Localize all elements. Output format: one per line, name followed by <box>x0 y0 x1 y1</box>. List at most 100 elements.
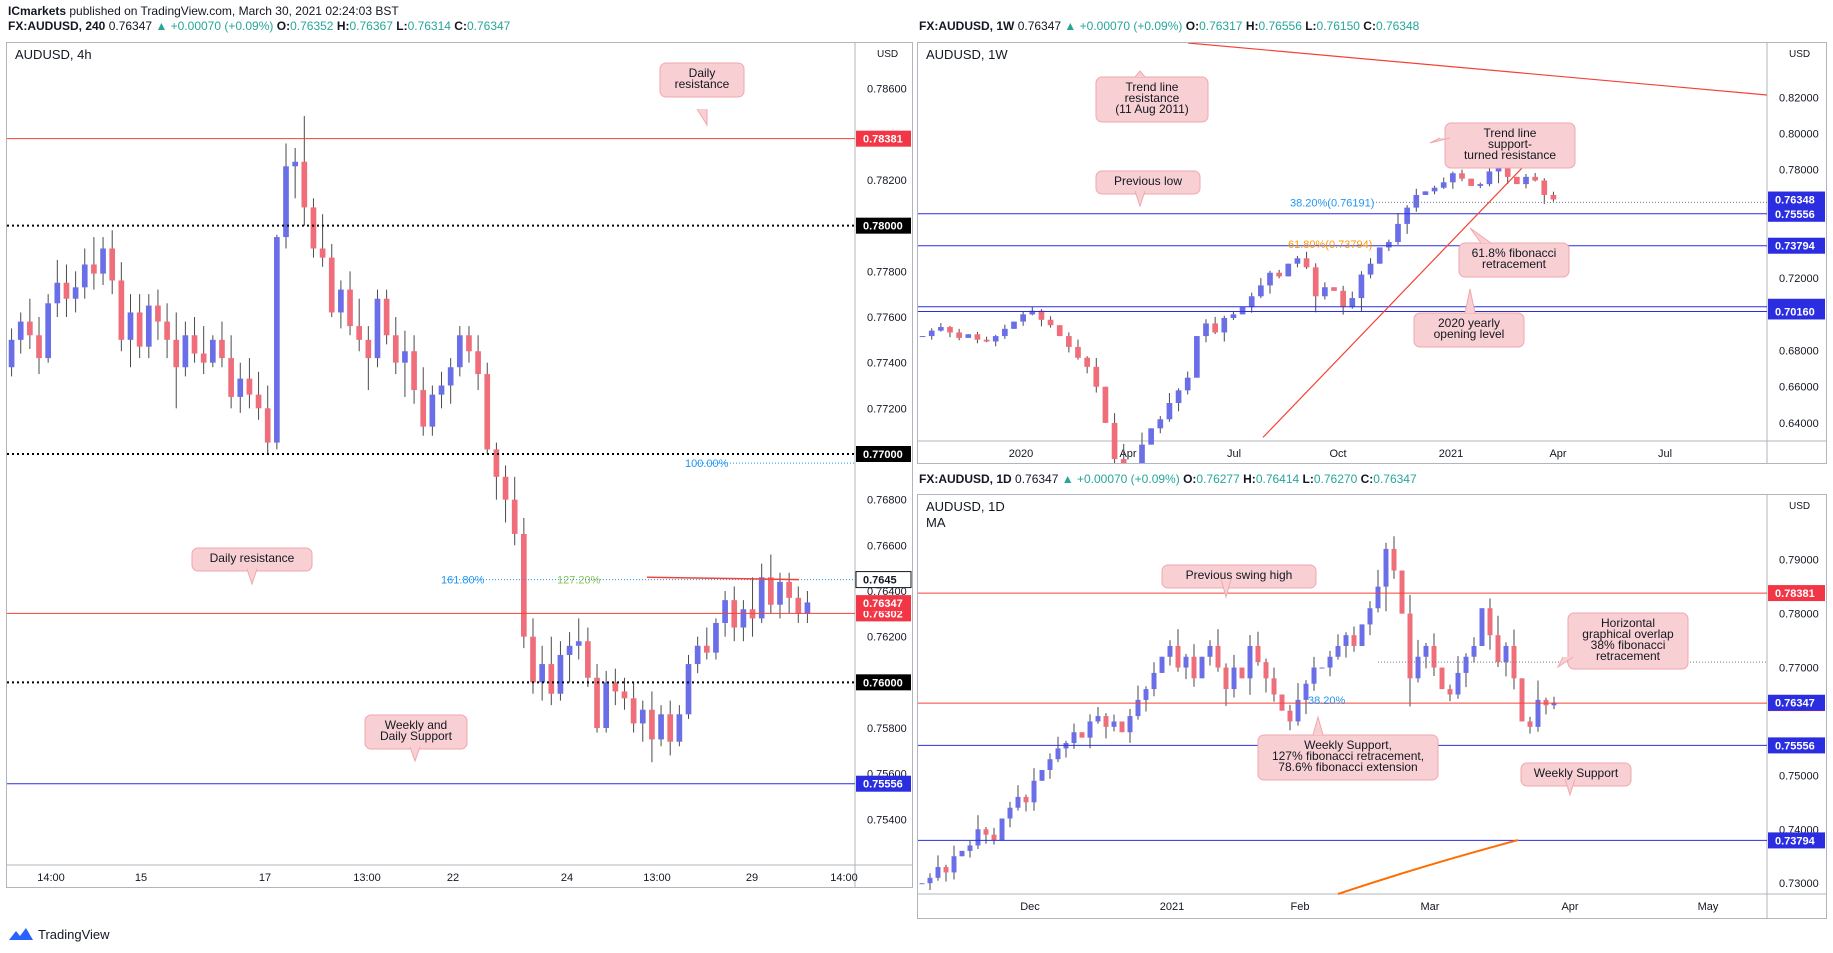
low-value: 0.76314 <box>407 19 451 33</box>
annotation-callout: Previous swing high <box>1161 564 1317 599</box>
candle-body <box>246 378 253 395</box>
candle-body <box>1267 272 1273 286</box>
x-tick-label: Mar <box>1421 901 1440 913</box>
candle-body <box>328 257 335 313</box>
red-trend-line <box>646 576 800 581</box>
candle-body <box>1440 182 1447 188</box>
last-price: 0.76347 <box>108 19 153 33</box>
x-tick-label: 14:00 <box>830 872 858 884</box>
candle-body <box>649 709 655 740</box>
candle-body <box>1066 336 1072 347</box>
y-tick-label: 0.80000 <box>1779 128 1819 140</box>
candle-body <box>237 378 244 397</box>
candle-body <box>1230 314 1237 318</box>
x-tick-label: 2020 <box>1009 448 1033 460</box>
candle-body <box>1519 678 1525 722</box>
candle-body <box>1463 656 1469 673</box>
y-tick-label: 0.77400 <box>867 358 907 370</box>
open-value: 0.76277 <box>1196 472 1240 486</box>
annotation-callout-text: Daily Support <box>380 729 453 743</box>
candle-body <box>566 645 573 655</box>
candle-body <box>1503 645 1509 663</box>
y-tick-label: 0.76200 <box>867 632 907 644</box>
candle-body <box>1207 645 1213 657</box>
candle-body <box>145 305 152 347</box>
last-price: 0.76347 <box>1017 19 1062 33</box>
candle-body <box>786 581 792 598</box>
candle-body <box>429 394 436 427</box>
chart-4h[interactable]: AUDUSD, 4h USD 0.78600 0.78200 0.77800 0.7760… <box>6 42 913 888</box>
candle-body <box>1523 176 1529 185</box>
candle-body <box>1084 357 1090 367</box>
candle-body <box>1527 721 1533 727</box>
annotation-callout-text: Daily <box>689 66 716 80</box>
candle-body <box>1295 699 1301 722</box>
chart-title: AUDUSD, 1D <box>926 499 1005 514</box>
y-tick-label: 0.75800 <box>867 723 907 735</box>
candle-body <box>1143 689 1149 700</box>
candle-body <box>1312 267 1319 297</box>
candle-body <box>1399 570 1405 614</box>
candle-body <box>1450 173 1456 183</box>
candle-body <box>1135 699 1141 717</box>
candle-body <box>974 334 981 340</box>
level-price-tag <box>856 446 911 462</box>
axis-unit-label: USD <box>1789 49 1810 60</box>
level-price-tag <box>1768 737 1825 754</box>
chart-1w-svg[interactable]: AUDUSD, 1W USD 0.82000 0.80000 0.78000 0.7200… <box>918 42 1826 495</box>
candle-body <box>676 714 683 742</box>
candle-body <box>1002 328 1008 337</box>
annotation-callout-box <box>1095 170 1201 195</box>
price-tag <box>855 571 912 589</box>
candle-body <box>1015 796 1021 808</box>
candle-body <box>1029 310 1036 315</box>
candle-body <box>118 280 125 340</box>
open-value: 0.76317 <box>1199 19 1243 33</box>
annotation-callout-text: 61.8% fibonacci <box>1472 246 1557 260</box>
tradingview-logo-icon <box>9 928 33 940</box>
candle-body <box>72 287 79 299</box>
candle-body <box>1349 298 1356 308</box>
candle-body <box>411 351 417 391</box>
close-value: 0.76347 <box>1373 472 1417 486</box>
candle-body <box>420 390 427 427</box>
level-price-tag-text: 0.78381 <box>1775 588 1815 600</box>
level-price-tag-text: 0.75556 <box>1775 209 1815 221</box>
candle-body <box>1103 716 1109 727</box>
candle-body <box>1331 287 1337 291</box>
candle-body <box>1151 672 1157 690</box>
fib-level-label: 38.20%(0.76191) <box>1290 197 1374 209</box>
y-tick-label: 0.78200 <box>867 175 907 187</box>
candle-body <box>209 339 216 363</box>
candle-body <box>17 321 24 340</box>
candle-body <box>1175 645 1181 668</box>
y-tick-label: 0.73000 <box>1779 878 1819 890</box>
candle-body <box>1255 645 1261 663</box>
annotation-callout-text: graphical overlap <box>1582 627 1674 641</box>
candle-body <box>1431 187 1438 192</box>
candle-body <box>927 877 933 884</box>
candle-body <box>136 312 143 347</box>
annotation-callout-pointer <box>1312 715 1324 736</box>
axis-unit-label: USD <box>1789 501 1810 512</box>
candle-body <box>109 248 116 281</box>
candle-body <box>1102 386 1109 423</box>
candle-body <box>155 305 161 322</box>
y-tick-label: 0.77600 <box>867 312 907 324</box>
x-tick-label: Apr <box>1549 448 1566 460</box>
candle-body <box>1431 645 1437 668</box>
level-price-tag <box>856 775 911 792</box>
candle-body <box>767 577 774 605</box>
y-tick-label: 0.77000 <box>1779 663 1819 675</box>
chart-1w[interactable]: AUDUSD, 1W USD 0.82000 0.80000 0.78000 0.7200… <box>917 42 1827 495</box>
chart-4h-svg[interactable]: AUDUSD, 4h USD 0.78600 0.78200 0.77800 0.7760… <box>7 43 912 887</box>
candle-body <box>1111 422 1118 460</box>
candle-body <box>1258 285 1264 297</box>
chart-1d[interactable]: AUDUSD, 1D MA USD 0.79000 0.78000 0.77000 0.75… <box>917 494 1827 919</box>
annotation-callout-text: resistance <box>1125 91 1180 105</box>
candle-body <box>1404 207 1410 224</box>
